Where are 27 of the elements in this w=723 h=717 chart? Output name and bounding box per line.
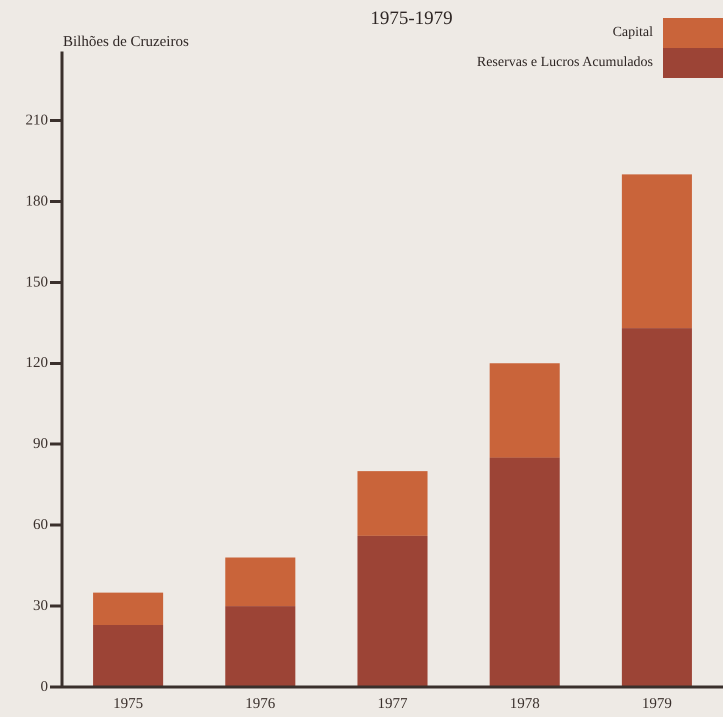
bar <box>490 363 560 458</box>
y-axis-title: Bilhões de Cruzeiros <box>63 34 189 51</box>
bar <box>490 458 560 686</box>
bar <box>93 592 164 625</box>
bar <box>357 471 428 536</box>
y-tick-label: 90 <box>33 436 48 452</box>
x-tick-label: 1977 <box>378 696 408 712</box>
y-tick-label: 210 <box>26 112 48 128</box>
y-tick-label: 150 <box>26 274 48 290</box>
x-tick-label: 1976 <box>245 696 276 712</box>
x-tick-label: 1975 <box>113 696 144 712</box>
y-tick-label: 60 <box>33 517 48 534</box>
y-tick-label: 180 <box>26 193 48 210</box>
x-tick-label: 1978 <box>510 696 540 712</box>
bar <box>225 606 296 686</box>
y-tick-label: 30 <box>33 598 48 614</box>
bar <box>93 624 164 686</box>
bar <box>357 536 428 686</box>
legend-label: Reservas e Lucros Acumulados <box>476 55 654 71</box>
bar <box>225 558 296 606</box>
y-tick-label: 0 <box>40 678 48 695</box>
legend-label: Capital <box>612 25 654 41</box>
chart-title: 1975-1979 <box>370 8 453 29</box>
y-tick-label: 120 <box>26 355 48 372</box>
bar <box>622 174 692 328</box>
x-tick-label: 1979 <box>642 696 672 712</box>
bar <box>622 328 692 686</box>
